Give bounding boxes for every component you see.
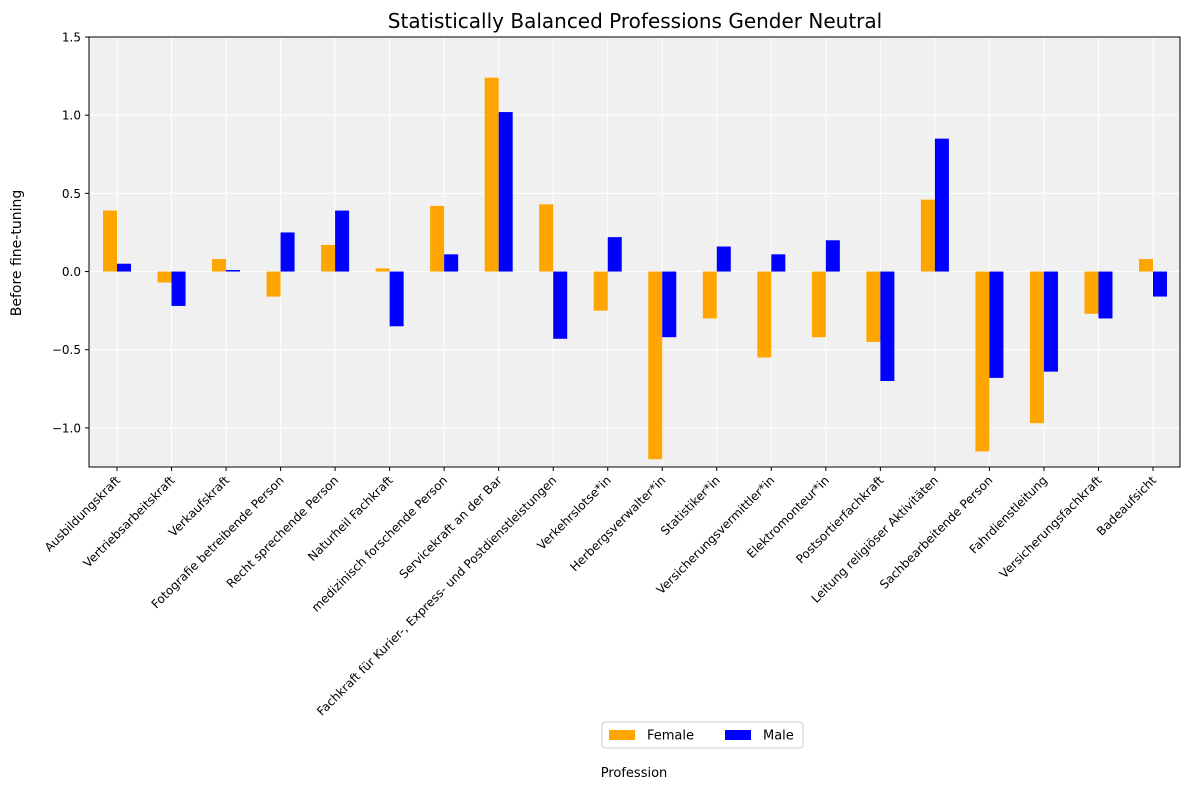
bar-male bbox=[1098, 271, 1113, 319]
bar-male bbox=[880, 271, 895, 381]
bar-male bbox=[226, 269, 241, 272]
bar-male bbox=[607, 237, 622, 272]
bar-female bbox=[375, 268, 390, 272]
bar-female bbox=[1029, 271, 1044, 424]
bar-male bbox=[335, 210, 350, 272]
legend-swatch-male bbox=[725, 730, 751, 740]
bar-male bbox=[444, 254, 459, 272]
bar-male bbox=[280, 232, 295, 272]
bar-male bbox=[117, 263, 131, 272]
bar-female bbox=[975, 271, 990, 452]
bar-female bbox=[648, 271, 663, 460]
bar-male bbox=[1153, 271, 1167, 297]
y-tick-label: −1.0 bbox=[52, 421, 81, 435]
bar-female bbox=[103, 210, 117, 272]
bar-female bbox=[321, 244, 336, 272]
y-axis-label: Before fine-tuning bbox=[9, 190, 25, 316]
bar-male bbox=[825, 240, 840, 272]
bar-female bbox=[811, 271, 826, 338]
bar-male bbox=[716, 246, 731, 272]
bar-female bbox=[539, 204, 554, 272]
bar-female bbox=[757, 271, 772, 358]
legend-label-female: Female bbox=[647, 729, 694, 744]
bar-male bbox=[934, 138, 949, 272]
bar-female bbox=[1139, 259, 1153, 272]
bar-female bbox=[702, 271, 717, 319]
bar-male bbox=[989, 271, 1004, 378]
chart-title: Statistically Balanced Professions Gende… bbox=[388, 9, 882, 33]
legend: Female Male bbox=[601, 721, 804, 749]
bar-male bbox=[1043, 271, 1058, 372]
y-tick-label: 0.0 bbox=[62, 265, 81, 279]
bar-male bbox=[771, 254, 786, 272]
plot-area bbox=[89, 37, 1180, 467]
plot-frame bbox=[88, 36, 1181, 468]
legend-box bbox=[601, 721, 804, 749]
x-axis-label: Profession bbox=[601, 766, 668, 781]
bar-female bbox=[1084, 271, 1099, 314]
y-tick-label: 0.5 bbox=[62, 187, 81, 201]
bar-male bbox=[498, 112, 513, 272]
legend-swatch-female bbox=[609, 730, 635, 740]
y-tick-label: 1.0 bbox=[62, 109, 81, 123]
bar-female bbox=[157, 271, 172, 283]
bar-male bbox=[389, 271, 404, 327]
bar-male bbox=[171, 271, 186, 306]
bar-female bbox=[266, 271, 281, 297]
bar-female bbox=[920, 199, 935, 272]
bar-male bbox=[662, 271, 677, 338]
bar-female bbox=[593, 271, 608, 311]
y-tick-label: 1.5 bbox=[62, 31, 81, 45]
y-tick-label: −0.5 bbox=[52, 343, 81, 357]
bar-female bbox=[866, 271, 881, 342]
bar-female bbox=[484, 77, 499, 272]
bar-male bbox=[553, 271, 568, 339]
bar-female bbox=[430, 205, 445, 272]
bar-female bbox=[212, 259, 227, 272]
legend-label-male: Male bbox=[763, 729, 794, 744]
